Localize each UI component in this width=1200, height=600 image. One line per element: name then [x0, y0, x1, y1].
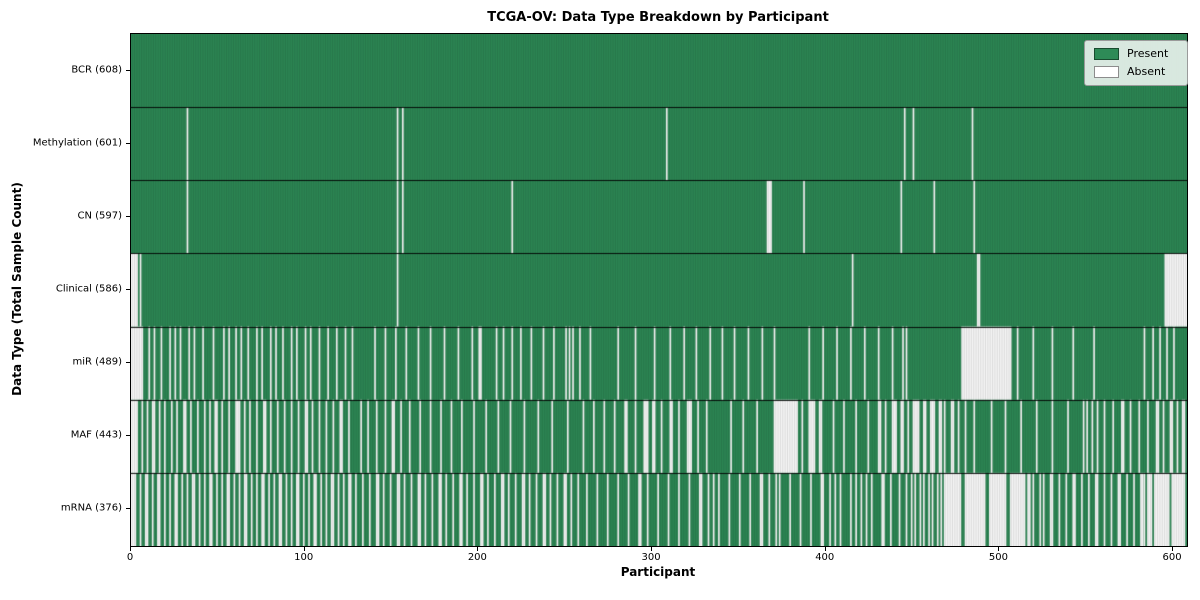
heatmap-canvas: [131, 34, 1187, 546]
ytick-mark: [126, 142, 130, 144]
xtick-label-0: 0: [126, 552, 134, 563]
plot-area: [130, 33, 1188, 547]
xtick-label-500: 500: [988, 552, 1008, 563]
ytick-mark: [126, 362, 130, 364]
xtick-label-200: 200: [467, 552, 487, 563]
xtick-label-400: 400: [815, 552, 835, 563]
ytick-label-methylation: Methylation (601): [32, 137, 122, 149]
legend: Present Absent: [1084, 40, 1188, 86]
xtick-mark: [824, 547, 826, 551]
ytick-label-maf: MAF (443): [70, 429, 122, 441]
ytick-label-mir: miR (489): [72, 356, 122, 368]
ytick-label-mrna: mRNA (376): [60, 502, 122, 514]
legend-label-present: Present: [1127, 47, 1169, 60]
present-swatch: [1094, 48, 1119, 60]
xtick-mark: [998, 547, 1000, 551]
xtick-mark: [477, 547, 479, 551]
xtick-mark: [303, 547, 305, 551]
ytick-mark: [126, 215, 130, 217]
xtick-mark: [651, 547, 653, 551]
ytick-mark: [126, 508, 130, 510]
ytick-label-cn: CN (597): [77, 210, 122, 222]
legend-entry-absent: Absent: [1094, 66, 1178, 78]
x-axis-label: Participant: [620, 565, 696, 579]
ytick-label-clinical: Clinical (586): [55, 283, 122, 295]
xtick-label-100: 100: [294, 552, 314, 563]
xtick-label-300: 300: [641, 552, 661, 563]
ytick-label-bcr: BCR (608): [71, 64, 122, 76]
ytick-mark: [126, 289, 130, 290]
xtick-label-600: 600: [1162, 552, 1182, 563]
ytick-mark: [126, 435, 130, 437]
xtick-mark: [1172, 547, 1174, 551]
ytick-mark: [126, 69, 130, 71]
absent-swatch: [1094, 66, 1119, 78]
xtick-mark: [130, 547, 131, 551]
legend-entry-present: Present: [1094, 48, 1178, 60]
legend-label-absent: Absent: [1127, 65, 1166, 78]
chart-title: TCGA-OV: Data Type Breakdown by Particip…: [487, 10, 829, 25]
